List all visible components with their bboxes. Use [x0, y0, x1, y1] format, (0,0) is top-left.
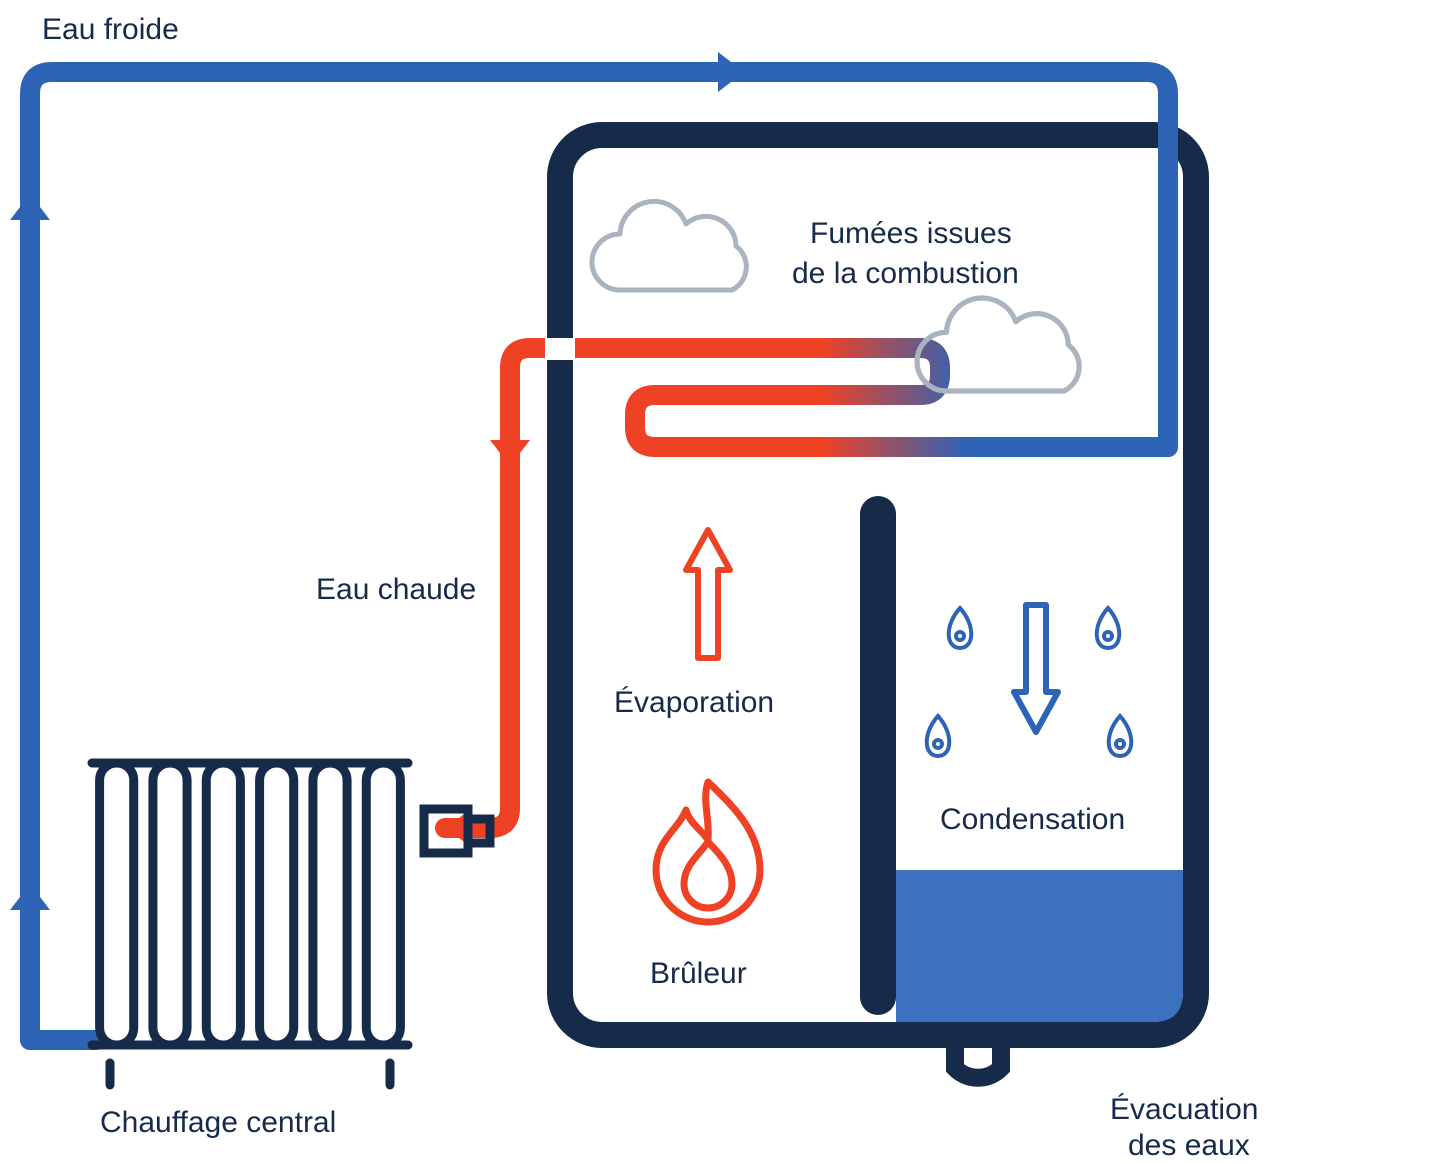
label-fumees-l2: de la combustion — [792, 256, 1019, 292]
label-eau-chaude: Eau chaude — [316, 572, 476, 608]
label-bruleur: Brûleur — [650, 956, 747, 992]
label-chauffage-central: Chauffage central — [100, 1105, 336, 1141]
label-evaporation: Évaporation — [614, 685, 774, 721]
diagram-stage: Eau froide Eau chaude Chauffage central … — [0, 0, 1431, 1160]
label-condensation: Condensation — [940, 802, 1125, 838]
water-reservoir — [896, 870, 1183, 1022]
label-fumees-l1: Fumées issues — [810, 216, 1012, 252]
label-evacuation-l2: des eaux — [1128, 1128, 1250, 1164]
label-evacuation-l1: Évacuation — [1110, 1092, 1258, 1128]
label-eau-froide: Eau froide — [42, 12, 179, 48]
radiator-icon — [92, 763, 490, 1085]
boiler-divider — [860, 496, 896, 1015]
